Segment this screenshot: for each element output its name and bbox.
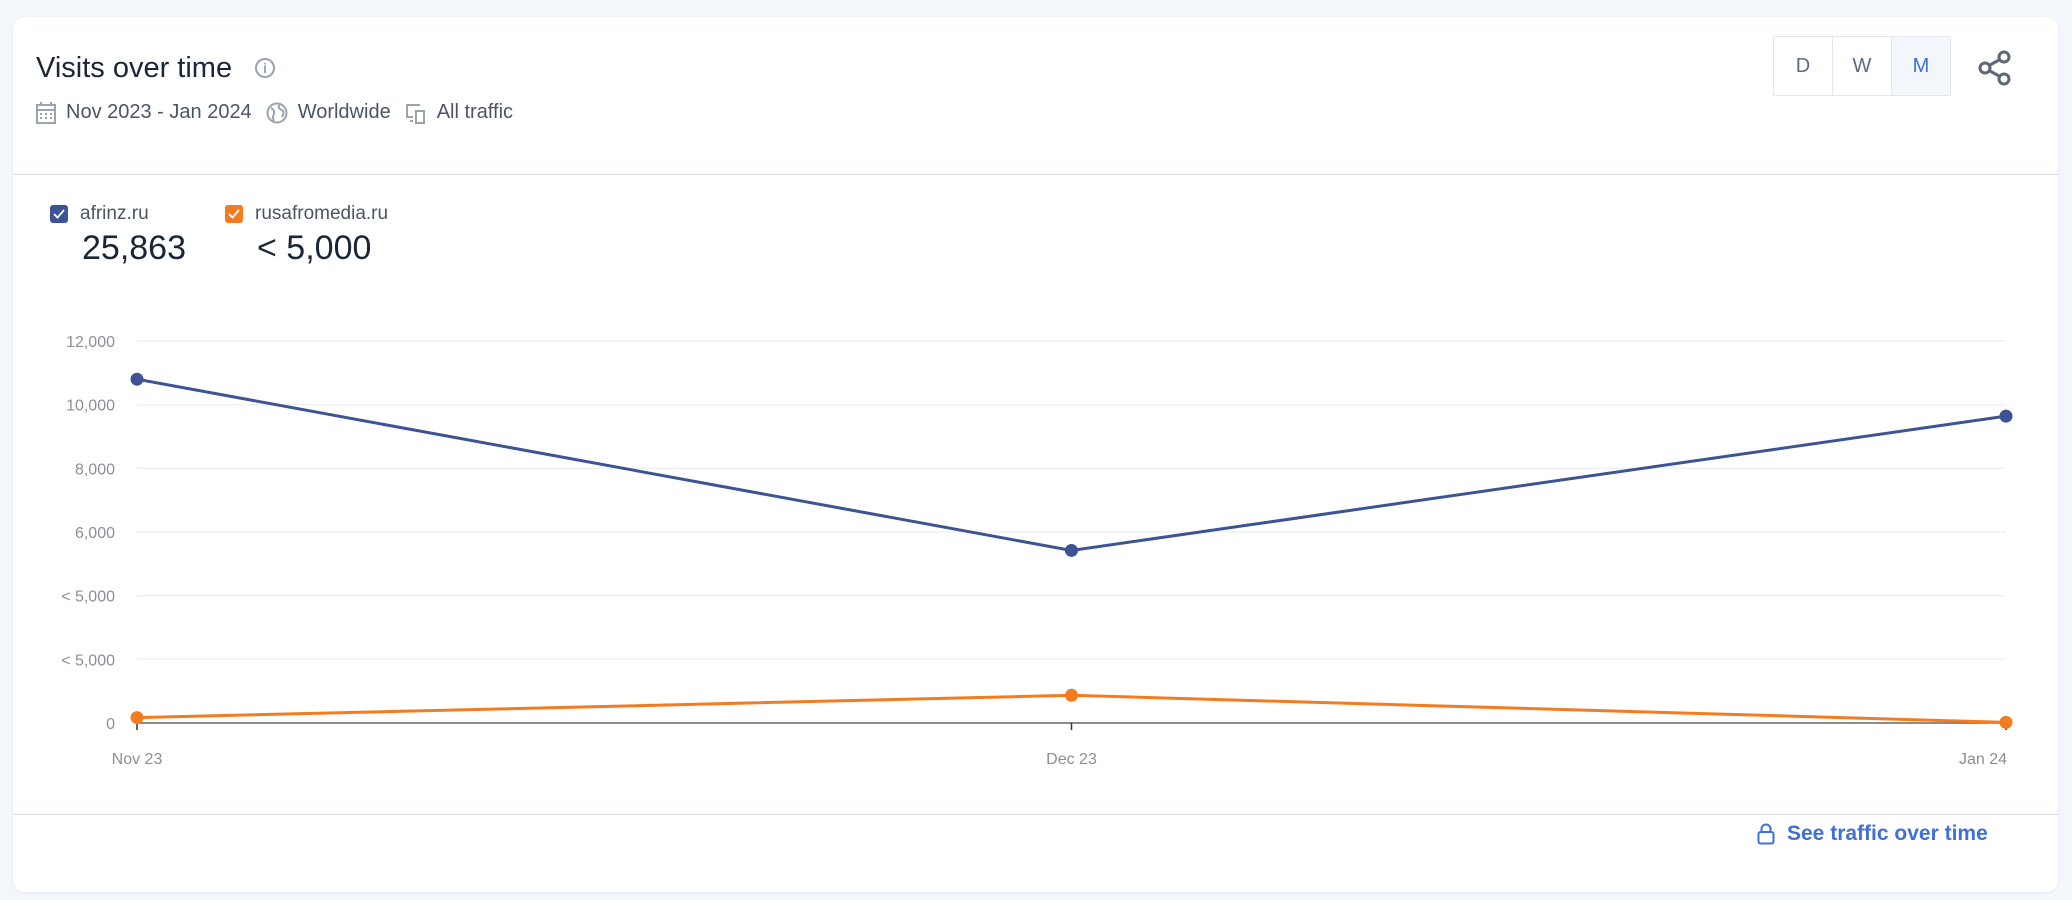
y-tick-label: 10,000 (66, 398, 115, 415)
y-tick-label: 8,000 (75, 461, 115, 478)
see-traffic-over-time-link[interactable]: See traffic over time (1757, 822, 1988, 846)
legend-label: rusafromedia.ru (255, 203, 389, 224)
y-tick-label: 12,000 (66, 334, 115, 351)
data-point-rusafromedia.ru (130, 711, 144, 725)
info-icon[interactable]: i (255, 58, 275, 78)
header-divider (13, 174, 2058, 175)
traffic-type: All traffic (436, 101, 514, 123)
y-tick-label: < 5,000 (61, 652, 115, 669)
lock-icon (1757, 823, 1775, 845)
filters-summary: Nov 2023 - Jan 2024 Worldwide All traffi… (36, 101, 513, 124)
x-tick-label: Jan 24 (1959, 751, 2007, 768)
see-traffic-label: See traffic over time (1787, 822, 1988, 845)
x-tick-label: Nov 23 (112, 751, 163, 768)
legend-label: afrinz.ru (80, 203, 149, 224)
x-tick-label: Dec 23 (1046, 751, 1097, 768)
y-tick-label: < 5,000 (61, 589, 115, 606)
data-point-afrinz.ru (1065, 543, 1078, 557)
calendar-icon (36, 101, 56, 124)
legend-total: < 5,000 (257, 229, 372, 267)
granularity-day-button[interactable]: D (1774, 37, 1833, 95)
granularity-month-button[interactable]: M (1892, 37, 1950, 95)
date-range: Nov 2023 - Jan 2024 (66, 101, 252, 123)
data-point-afrinz.ru (130, 372, 144, 386)
data-point-rusafromedia.ru (1999, 715, 2013, 729)
y-tick-label: 0 (106, 716, 115, 733)
visits-line-chart: 0 < 5,000 < 5,000 6,000 8,000 10,000 12,000 Nov… (61, 334, 2013, 768)
data-point-rusafromedia.ru (1065, 688, 1078, 702)
legend-item-afrinz[interactable]: afrinz.ru 25,863 (50, 203, 186, 268)
devices-icon (405, 103, 425, 124)
visits-over-time-card (13, 17, 2058, 892)
legend-total: 25,863 (82, 229, 186, 267)
y-tick-label: 6,000 (75, 525, 115, 542)
legend-item-rusafromedia[interactable]: rusafromedia.ru < 5,000 (225, 203, 388, 268)
granularity-toggle: D W M (1773, 36, 1951, 96)
globe-icon (266, 102, 288, 123)
granularity-week-button[interactable]: W (1833, 37, 1892, 95)
data-point-afrinz.ru (1999, 409, 2013, 423)
checkbox-icon[interactable] (225, 205, 243, 223)
page-title: Visits over time (36, 52, 233, 84)
share-icon[interactable] (1978, 50, 2012, 86)
region: Worldwide (297, 101, 391, 123)
checkbox-icon[interactable] (50, 205, 68, 223)
footer-divider (13, 814, 2058, 815)
